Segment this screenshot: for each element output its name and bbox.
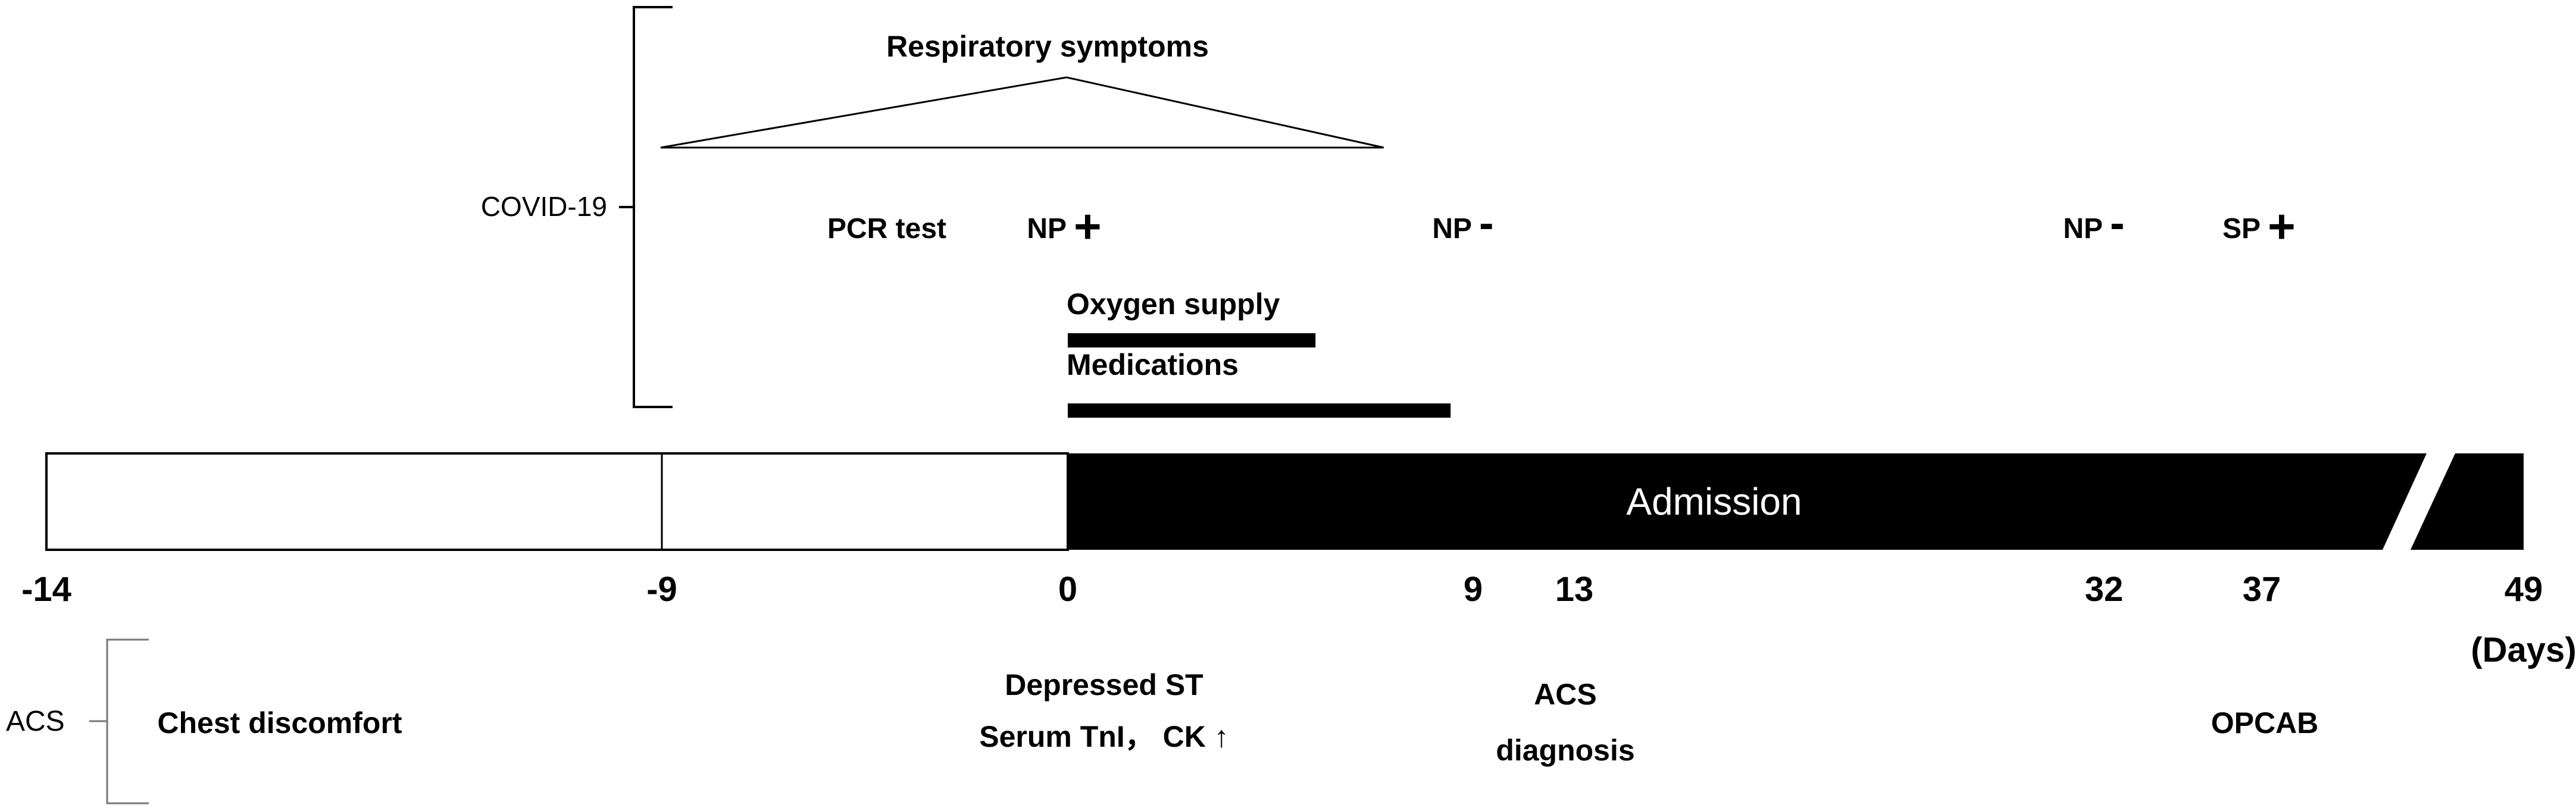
day-axis-ticks: -14 -9 0 9 13 32 37 49: [21, 570, 2543, 609]
treatment-item: Medications: [1067, 348, 1451, 418]
respiratory-symptoms-triangle: [660, 76, 1384, 149]
tick-label: 37: [2243, 570, 2281, 609]
pcr-sample-label: NP: [2063, 213, 2103, 245]
acs-event: Chest discomfort: [157, 706, 402, 740]
treatment-duration-bar: [1068, 403, 1451, 418]
acs-events: Chest discomfort Depressed ST Serum TnI， C…: [157, 668, 2318, 767]
tick-label: -9: [646, 570, 677, 609]
covid-label: COVID-19: [481, 191, 607, 222]
acs-event: Depressed ST Serum TnI， CK ↑: [979, 668, 1228, 753]
pcr-test-result: NP +: [1027, 200, 1101, 253]
covid-bracket: [619, 6, 673, 408]
acs-event-text: Serum TnI， CK ↑: [979, 720, 1228, 753]
tick-label: 9: [1464, 570, 1483, 609]
pcr-test-result: NP -: [2063, 198, 2124, 248]
admission-label: Admission: [1626, 480, 1802, 523]
tick-label: -14: [21, 570, 71, 609]
acs-label: ACS: [6, 706, 65, 737]
timeline-bar: Admission: [45, 452, 2524, 551]
treatment-bars: Oxygen supply Medications: [1067, 287, 1451, 418]
treatment-duration-bar: [1068, 333, 1316, 347]
treatment-item: Oxygen supply: [1067, 287, 1316, 347]
pcr-negative-mark: -: [1479, 198, 1494, 248]
pcr-positive-mark: +: [1074, 200, 1102, 253]
acs-bracket: [89, 638, 149, 804]
respiratory-symptoms-label: Respiratory symptoms: [886, 30, 1209, 63]
acs-event-text: ACS: [1534, 678, 1597, 711]
pcr-negative-mark: -: [2110, 198, 2125, 248]
acs-event-text: OPCAB: [2211, 706, 2319, 740]
tick-label: 49: [2505, 570, 2543, 609]
pcr-positive-mark: +: [2268, 200, 2296, 253]
pcr-sample-label: NP: [1027, 213, 1067, 245]
treatment-label: Medications: [1067, 348, 1239, 381]
admission-bar: [1068, 453, 2427, 550]
tick-label: 0: [1058, 570, 1077, 609]
acs-event-text: diagnosis: [1496, 734, 1634, 767]
days-unit-label: (Days): [2471, 631, 2576, 669]
acs-event-text: Depressed ST: [1005, 668, 1203, 702]
treatment-label: Oxygen supply: [1067, 287, 1280, 321]
pcr-test-label: PCR test: [827, 213, 946, 245]
tick-label: 13: [1555, 570, 1594, 609]
acs-event: ACS diagnosis: [1496, 678, 1634, 767]
pcr-sample-label: NP: [1432, 213, 1472, 245]
admission-bar-continuation: [2411, 453, 2524, 550]
pcr-test-result: SP +: [2222, 200, 2296, 253]
acs-event: OPCAB: [2211, 706, 2319, 740]
pcr-sample-label: SP: [2222, 213, 2261, 245]
acs-event-text: Chest discomfort: [157, 706, 402, 740]
pcr-test-result: NP -: [1432, 198, 1493, 248]
pre-admission-box: [45, 452, 1069, 551]
tick-label: 32: [2085, 570, 2124, 609]
pcr-test-results: NP + NP - NP - SP +: [1027, 198, 2295, 253]
